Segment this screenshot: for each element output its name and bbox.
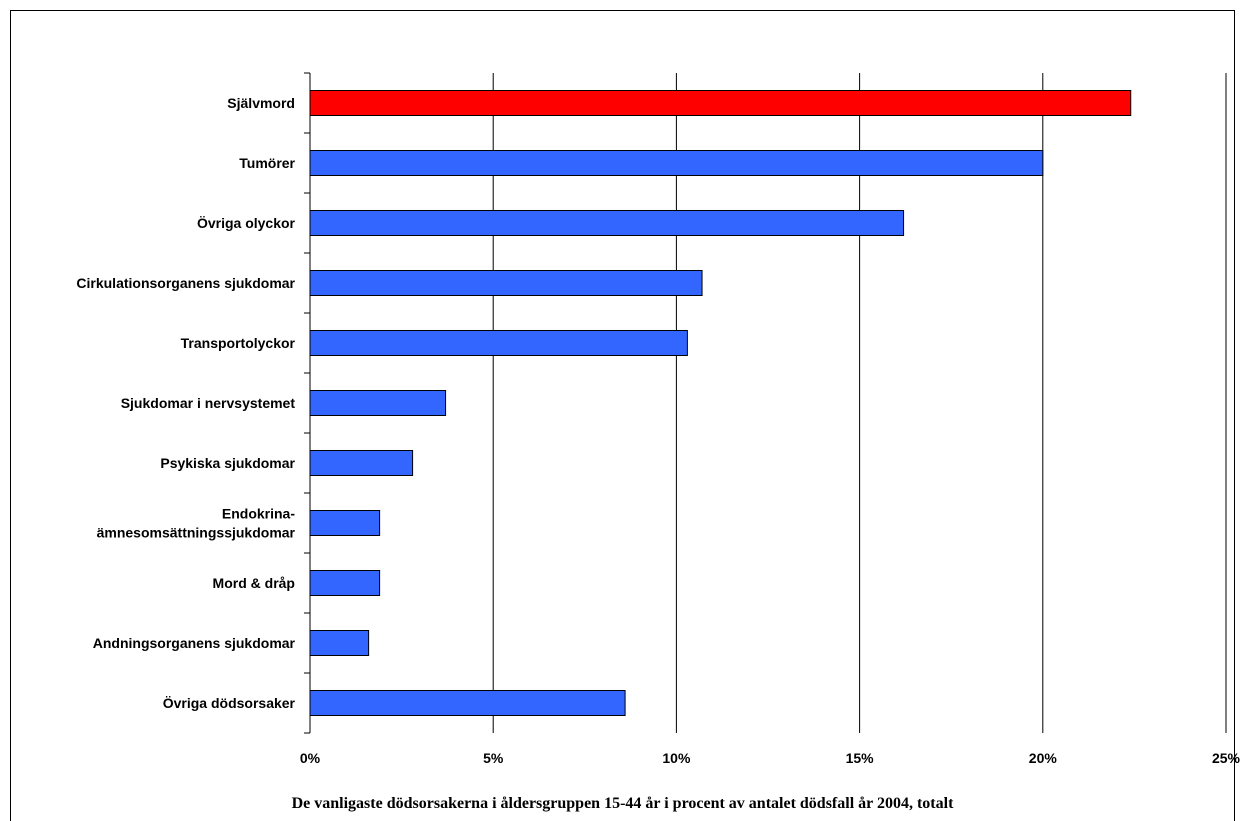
axes [304,72,311,734]
x-tick-label: 0% [300,750,321,766]
x-tick-label: 20% [1029,750,1058,766]
category-label: ämnesomsättningssjukdomar [97,525,296,541]
x-tick-label: 5% [483,750,504,766]
category-label: Tumörer [239,155,295,171]
chart-caption: De vanligaste dödsorsakerna i åldersgrup… [291,795,954,812]
bar [309,630,370,656]
bar [309,270,703,296]
category-label: Övriga dödsorsaker [163,695,296,711]
category-label: Mord & dråp [213,575,295,591]
category-label: Endokrina- [222,506,295,522]
bar [309,690,626,716]
x-tick-label: 15% [846,750,875,766]
bars [309,90,1132,716]
bar [309,390,447,416]
category-label: Sjukdomar i nervsystemet [121,395,296,411]
category-label: Självmord [227,95,295,111]
bar [309,210,905,236]
category-label: Andningsorganens sjukdomar [93,635,296,651]
category-labels: Självmord Tumörer Övriga olyckor Cirkulatio… [76,95,295,711]
grid-lines [492,73,1227,733]
category-label: Transportolyckor [181,335,296,351]
x-tick-label: 25% [1212,750,1241,766]
category-label: Psykiska sjukdomar [160,455,295,471]
bar [309,90,1132,116]
category-label: Cirkulationsorganens sjukdomar [76,275,295,291]
bar [309,510,381,536]
chart-frame [10,10,1235,821]
bar [309,570,381,596]
category-label: Övriga olyckor [197,215,296,231]
x-tick-labels: 0% 5% 10% 15% 20% 25% [300,750,1241,766]
bar [309,450,414,476]
bar [309,330,688,356]
x-tick-label: 10% [662,750,691,766]
bar [309,150,1044,176]
